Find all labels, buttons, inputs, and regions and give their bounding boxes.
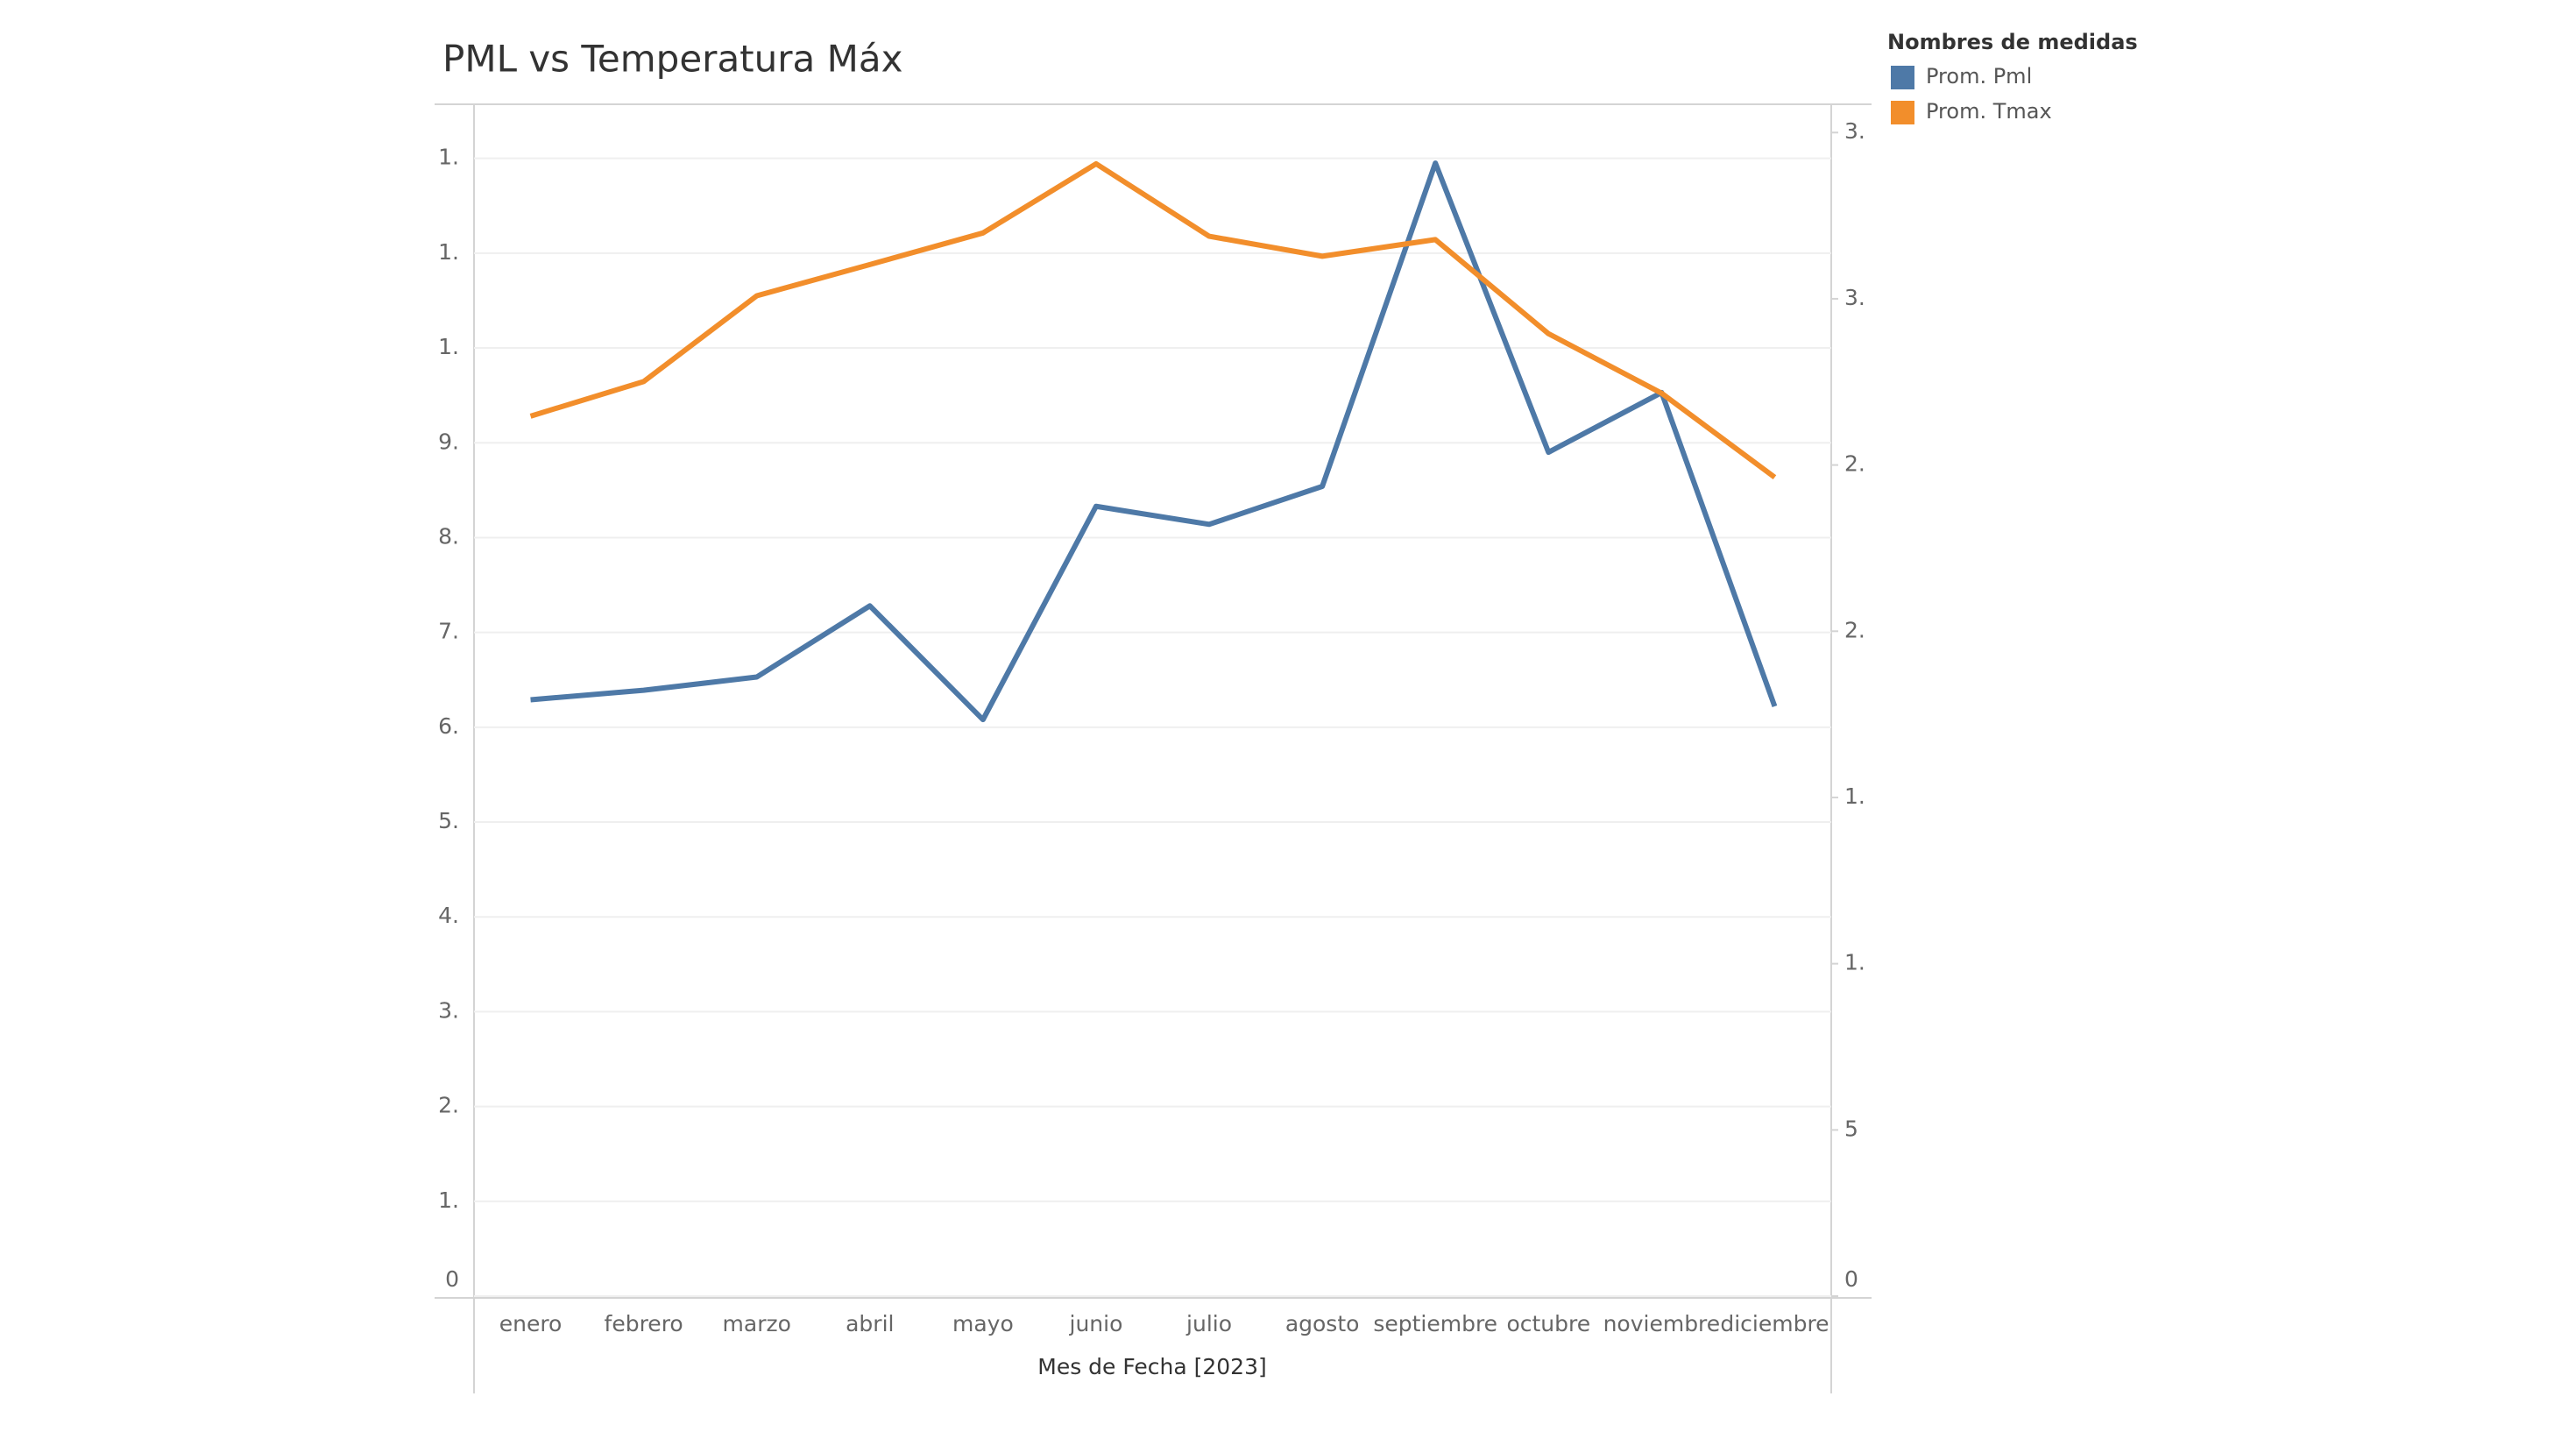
y-tick-label: 6.: [438, 713, 459, 739]
y-tick-label: 1.: [438, 334, 459, 359]
y-tick-label: 0: [445, 1266, 459, 1292]
legend-swatch: [1891, 101, 1914, 124]
x-tick-label: enero: [499, 1311, 563, 1336]
y-tick-label: 2.: [438, 1093, 459, 1118]
y2-tick-label: 2.: [1844, 451, 1865, 477]
y2-tick-label: 2.: [1844, 617, 1865, 642]
x-tick-label: octubre: [1506, 1311, 1590, 1336]
y-tick-label: 5.: [438, 808, 459, 833]
x-tick-label: septiembre: [1373, 1311, 1497, 1336]
y-tick-label: 9.: [438, 429, 459, 454]
x-tick-label: junio: [1069, 1311, 1123, 1336]
line-series: [529, 160, 1777, 480]
y-tick-label: 4.: [438, 903, 459, 928]
y2-tick-label: 1.: [1844, 950, 1865, 975]
legend-label: Prom. Tmax: [1926, 99, 2052, 124]
x-axis-title: Mes de Fecha [2023]: [1037, 1354, 1267, 1379]
x-tick-label: diciembre: [1720, 1311, 1829, 1336]
x-tick-label: mayo: [952, 1311, 1014, 1336]
y-tick-label: 3.: [438, 997, 459, 1023]
x-tick-label: abril: [846, 1311, 894, 1336]
y-tick-label: 8.: [438, 523, 459, 549]
y2-tick-label: 3.: [1844, 285, 1865, 310]
legend-swatch: [1891, 66, 1914, 89]
y2-tick-label: 3.: [1844, 118, 1865, 144]
y-tick-label: 7.: [438, 619, 459, 644]
legend-label: Prom. Pml: [1926, 64, 2032, 89]
x-tick-label: julio: [1185, 1311, 1232, 1336]
x-tick-label: marzo: [723, 1311, 791, 1336]
y2-tick-label: 5: [1844, 1116, 1858, 1141]
legend-title: Nombres de medidas: [1887, 30, 2138, 54]
chart-title: PML vs Temperatura Máx: [442, 38, 902, 81]
y-tick-label: 1.: [438, 1187, 459, 1213]
y-tick-label: 1.: [438, 145, 459, 170]
x-tick-label: agosto: [1285, 1311, 1360, 1336]
x-tick-label: febrero: [605, 1311, 683, 1336]
line-series: [530, 160, 1778, 723]
y2-tick-label: 1.: [1844, 783, 1865, 809]
y-tick-label: 1.: [438, 239, 459, 265]
x-tick-label: noviembre: [1603, 1311, 1721, 1336]
y2-tick-label: 0: [1844, 1266, 1858, 1292]
